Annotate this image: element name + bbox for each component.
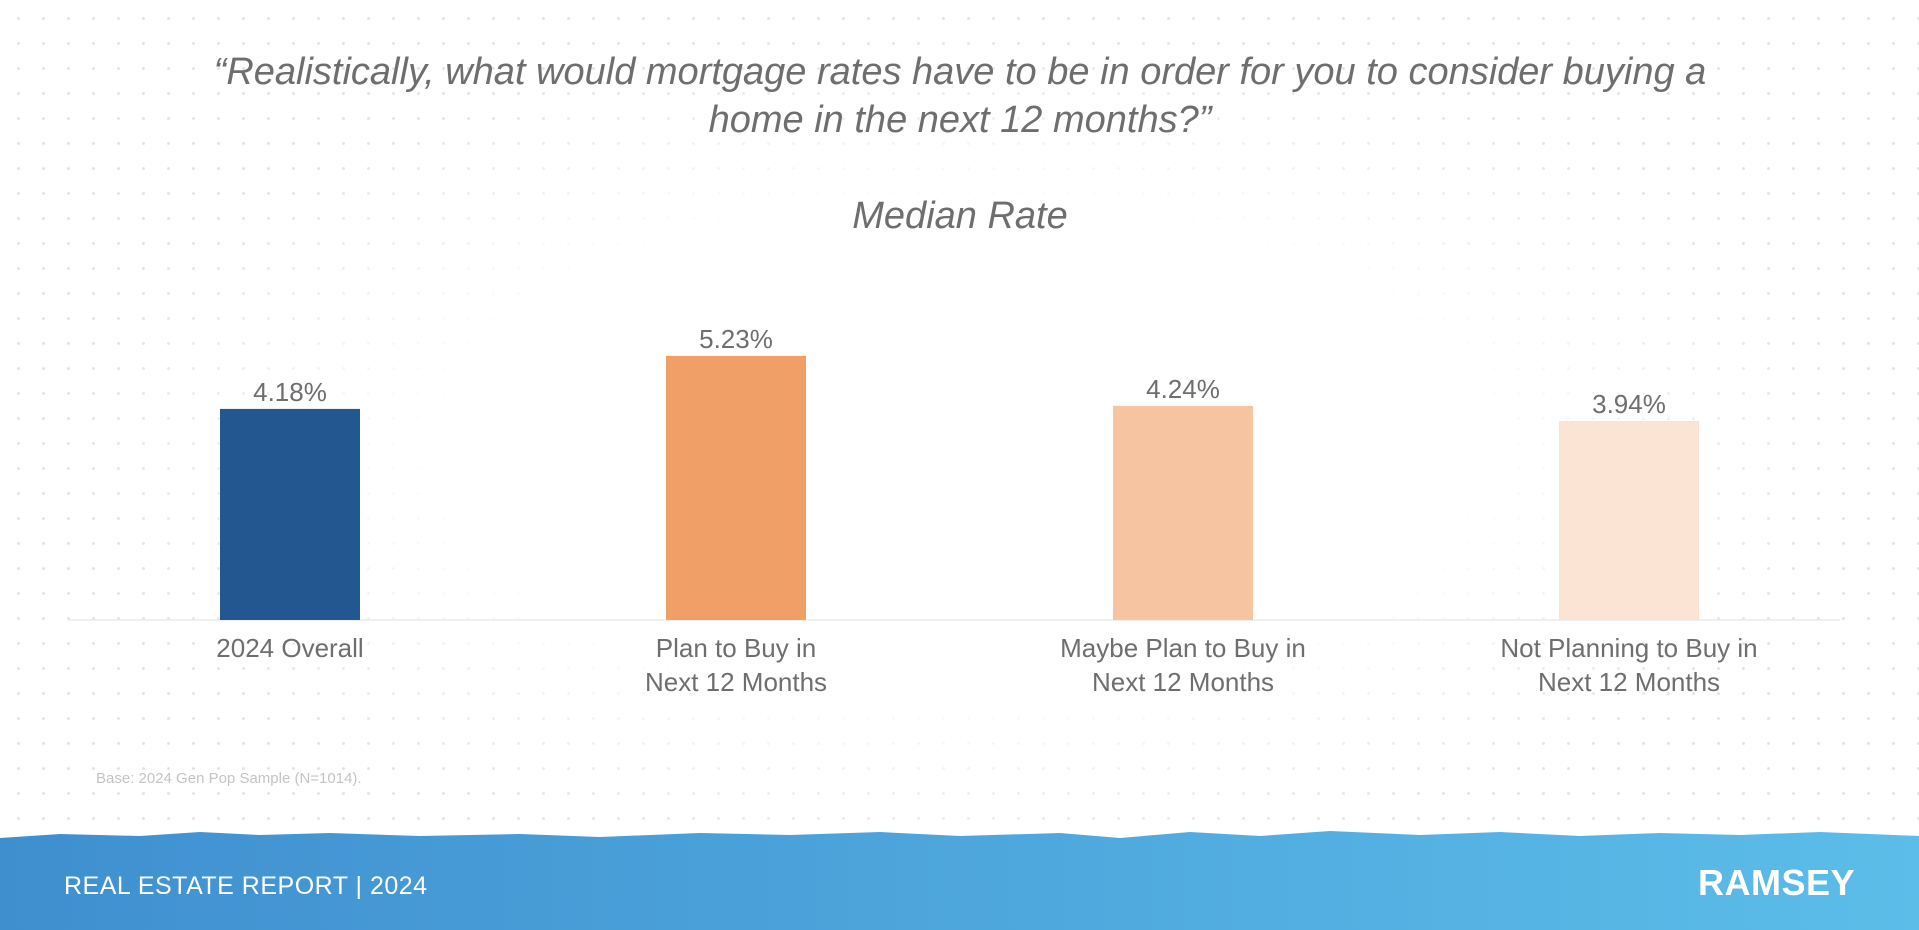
bar-2: [1113, 405, 1253, 620]
footer-wave: [0, 831, 1919, 930]
bar-1: [666, 355, 806, 620]
data-label-3: 3.94%: [1592, 389, 1666, 419]
chart-subtitle: Median Rate: [852, 195, 1068, 237]
bar-3: [1559, 421, 1699, 620]
data-label-0: 4.18%: [253, 377, 327, 407]
category-label-0: 2024 Overall: [216, 633, 363, 663]
bar-chart: 4.18% 2024 Overall 5.23% Plan to Buy in Next…: [68, 324, 1840, 697]
chart-title: “Realistically, what would mortgage rate…: [213, 51, 1707, 141]
footer-report-label: REAL ESTATE REPORT | 2024: [64, 872, 428, 900]
footer-banner: [0, 831, 1919, 930]
footnote: Base: 2024 Gen Pop Sample (N=1014).: [96, 770, 362, 787]
ramsey-logo: RAMSEY: [1697, 862, 1855, 903]
data-label-1: 5.23%: [699, 324, 773, 354]
bar-0: [220, 408, 360, 620]
category-label-2: Maybe Plan to Buy in Next 12 Months: [1060, 633, 1306, 697]
data-label-2: 4.24%: [1146, 374, 1220, 404]
category-label-3: Not Planning to Buy in Next 12 Months: [1500, 633, 1757, 697]
category-label-1: Plan to Buy in Next 12 Months: [645, 633, 827, 697]
